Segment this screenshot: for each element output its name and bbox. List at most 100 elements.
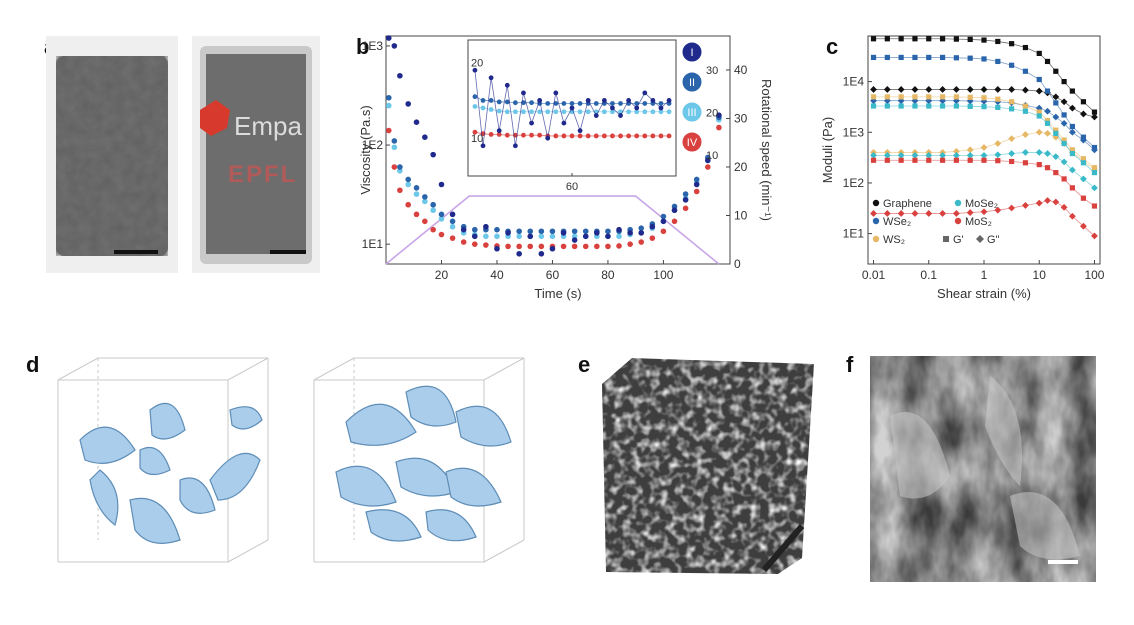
- data-point-diamond: [883, 151, 891, 159]
- data-point-diamond: [980, 86, 988, 93]
- legend-label: WSe₂: [883, 216, 911, 228]
- data-point: [471, 226, 478, 233]
- inset-data-point: [472, 67, 478, 73]
- data-point: [405, 201, 411, 208]
- data-point: [660, 218, 667, 225]
- inset-data-point: [472, 104, 478, 109]
- x-tick-label: 0.01: [862, 268, 886, 282]
- data-point-square: [926, 36, 932, 42]
- inset-data-point: [521, 90, 526, 96]
- data-point: [660, 213, 667, 220]
- data-point: [413, 211, 420, 218]
- data-point-diamond: [1022, 131, 1029, 138]
- data-point-square: [995, 96, 1001, 102]
- x-tick-label: 40: [490, 268, 504, 282]
- inset-data-point: [545, 109, 551, 115]
- data-point-square: [1053, 169, 1059, 176]
- legend-marker: [954, 199, 962, 207]
- data-point-square: [898, 103, 904, 109]
- data-point-diamond: [1091, 113, 1098, 121]
- data-point-diamond: [952, 97, 960, 105]
- data-point: [385, 127, 392, 134]
- scale-bar: [761, 524, 805, 572]
- data-point-diamond: [952, 151, 960, 159]
- inset-data-point: [577, 128, 583, 134]
- data-point: [471, 241, 478, 247]
- data-point: [671, 207, 678, 214]
- data-point: [405, 181, 411, 188]
- data-point: [391, 144, 398, 151]
- panel-label-c: c: [826, 34, 839, 59]
- data-point-diamond: [1022, 149, 1029, 156]
- legend-badge: [681, 131, 703, 153]
- data-point-square: [1009, 106, 1015, 112]
- y-axis-label: Viscosity (Pa.s): [358, 105, 373, 194]
- x-tick-label: 1: [981, 268, 988, 282]
- data-point-square: [1069, 88, 1075, 94]
- data-point-diamond: [1008, 150, 1016, 157]
- data-point-square: [1061, 140, 1067, 147]
- data-point-diamond: [952, 86, 960, 93]
- data-point-square: [1009, 62, 1015, 68]
- data-point-square: [884, 54, 890, 61]
- inset-data-point: [666, 109, 672, 115]
- data-point-square: [1080, 195, 1087, 201]
- data-point-diamond: [980, 144, 988, 151]
- data-point: [693, 188, 700, 195]
- data-point: [413, 119, 420, 125]
- data-point-square: [926, 103, 932, 109]
- porous-reconstruction-3d: [602, 358, 814, 574]
- y-tick-label: 1E2: [843, 176, 865, 190]
- inset-data-point: [472, 129, 478, 135]
- data-point: [649, 235, 656, 241]
- data-point-square: [1053, 68, 1059, 74]
- x-tick-label: 20: [435, 268, 449, 282]
- data-point-square: [912, 103, 918, 109]
- data-point-diamond: [994, 206, 1002, 214]
- inset-data-point: [610, 101, 615, 106]
- data-point-square: [981, 56, 987, 62]
- data-point: [516, 228, 522, 235]
- data-point: [627, 230, 633, 236]
- data-point: [449, 218, 456, 225]
- data-point-diamond: [1022, 86, 1029, 94]
- data-point: [505, 230, 511, 236]
- data-point: [397, 187, 403, 194]
- empa-logo-icon: [200, 100, 230, 136]
- inset-data-point: [666, 98, 672, 103]
- data-point-square: [912, 94, 918, 100]
- scale-bar: [114, 250, 158, 254]
- data-point-square: [953, 94, 959, 100]
- data-point-square: [912, 54, 918, 61]
- data-point-square: [870, 103, 877, 109]
- inset-data-point: [569, 133, 575, 139]
- data-point: [594, 243, 600, 250]
- legend-marker: [872, 235, 880, 243]
- data-point: [538, 233, 545, 240]
- data-point: [430, 151, 436, 158]
- data-point-diamond: [1060, 158, 1068, 166]
- data-point-square: [1036, 113, 1042, 119]
- data-point-square: [898, 54, 904, 61]
- data-point-diamond: [1044, 107, 1051, 115]
- data-point: [682, 205, 689, 212]
- x-tick-label: 80: [601, 268, 615, 282]
- data-point-square: [1044, 120, 1051, 126]
- data-point: [483, 242, 489, 248]
- data-point-square: [884, 157, 890, 163]
- inset-data-point: [585, 98, 591, 103]
- data-point-diamond: [1008, 204, 1016, 212]
- sem-image: [870, 356, 1096, 582]
- inset-data-point: [561, 109, 567, 115]
- data-point-square: [1080, 99, 1087, 105]
- inset-data-point: [553, 133, 559, 139]
- inset-data-point: [488, 75, 494, 81]
- data-point: [605, 243, 611, 250]
- data-point-square: [1069, 150, 1075, 157]
- y-tick-label: 1E3: [843, 125, 865, 139]
- data-point: [449, 235, 456, 241]
- inset-data-point: [504, 109, 510, 115]
- x-axis-label: Time (s): [534, 286, 581, 301]
- inset-data-point: [529, 100, 534, 106]
- data-point-diamond: [1008, 86, 1016, 93]
